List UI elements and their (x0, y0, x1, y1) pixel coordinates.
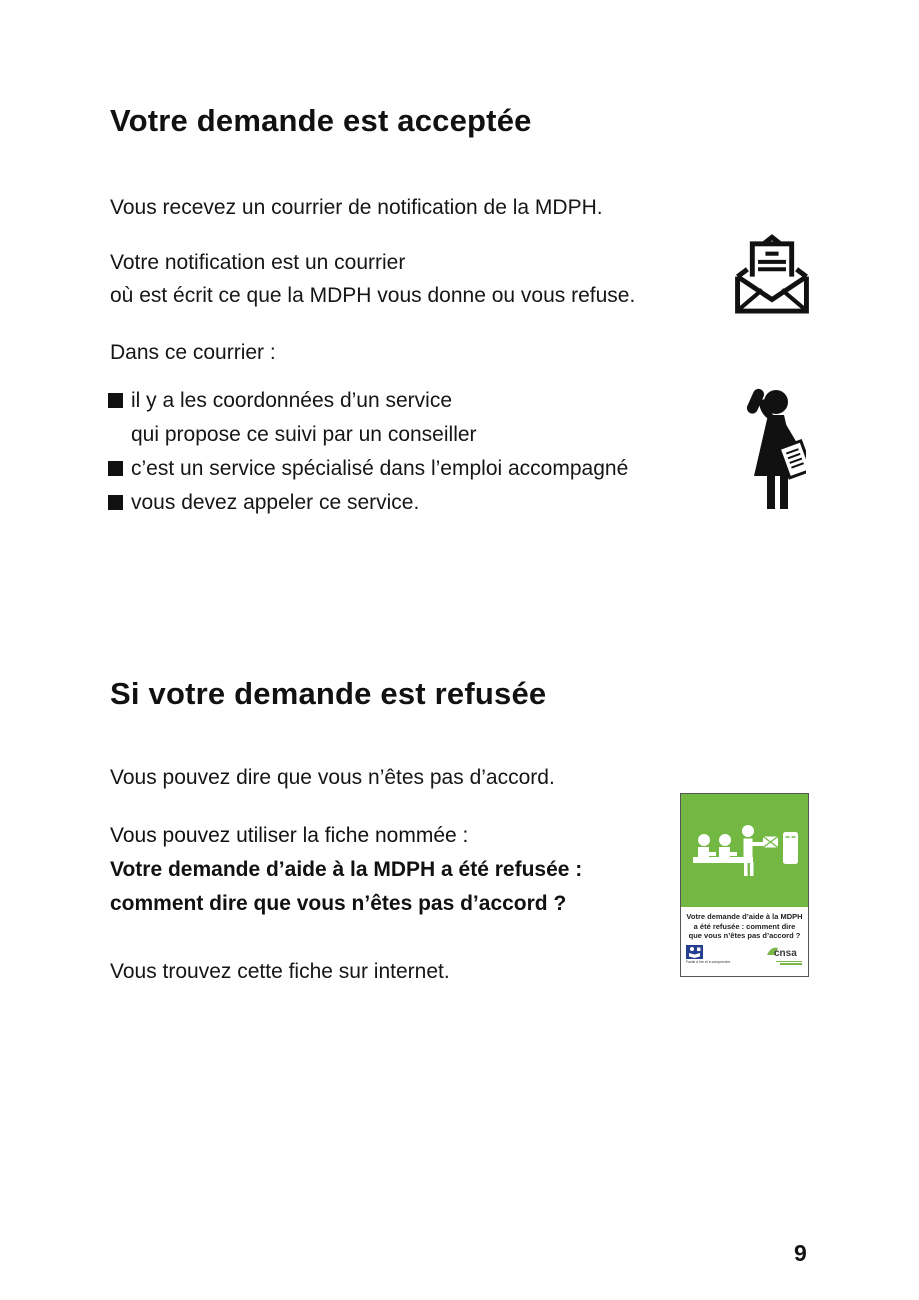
cnsa-tagline-bar (780, 963, 802, 965)
bullet-list: il y a les coordonnées d’un service qui … (108, 389, 628, 525)
list-item: il y a les coordonnées d’un service (108, 389, 628, 423)
fiche-name-line1: Votre demande d’aide à la MDPH a été ref… (110, 858, 583, 881)
fiche-cover-thumbnail: Votre demande d’aide à la MDPH a été ref… (680, 793, 809, 977)
paragraph-courrier-line2: où est écrit ce que la MDPH vous donne o… (110, 284, 636, 307)
cnsa-tagline-bar (776, 960, 802, 962)
paragraph-notification: Vous recevez un courrier de notification… (110, 196, 603, 219)
paragraph-disagree: Vous pouvez dire que vous n’êtes pas d’a… (110, 766, 555, 789)
fiche-cover-pictogram-icon (692, 824, 798, 876)
bullet1-line1: il y a les coordonnées d’un service (131, 389, 453, 412)
fiche-cover-title-line3: que vous n’êtes pas d’accord ? (688, 931, 801, 940)
cnsa-logo-block: cnsa (766, 945, 802, 965)
paragraph-courrier: Votre notification est un courrier où es… (110, 246, 635, 312)
fiche-cover-title-line1: Votre demande d’aide à la MDPH (686, 912, 803, 921)
woman-phone-document-icon (746, 388, 806, 509)
list-item: c’est un service spécialisé dans l’emplo… (108, 457, 628, 491)
falc-caption: Facile à lire et à comprendre (686, 960, 731, 964)
paragraph-dans-courrier: Dans ce courrier : (110, 341, 276, 364)
fiche-cover-title-line2: a été refusée : comment dire (693, 921, 796, 931)
cnsa-logo-icon: cnsa (767, 947, 797, 959)
paragraph-fiche: Vous pouvez utiliser la fiche nommée : V… (110, 824, 582, 926)
page-number: 9 (794, 1240, 807, 1266)
square-bullet-icon (108, 461, 123, 476)
heading-demande-acceptee: Votre demande est acceptée (110, 103, 532, 138)
envelope-letter-icon (735, 234, 809, 314)
paragraph-courrier-line1: Votre notification est un courrier (110, 251, 406, 274)
bullet3: vous devez appeler ce service. (131, 491, 420, 514)
fiche-cover-logos: Facile à lire et à comprendre cnsa (681, 941, 808, 965)
fiche-cover-title: Votre demande d’aide à la MDPH a été ref… (681, 912, 808, 941)
paragraph-internet: Vous trouvez cette fiche sur internet. (110, 960, 450, 983)
falc-logo-block: Facile à lire et à comprendre (686, 944, 731, 964)
bullet1-line2: qui propose ce suivi par un conseiller (131, 423, 477, 446)
fiche-cover-green-area (681, 794, 808, 907)
falc-easy-read-logo-icon (686, 944, 703, 959)
cnsa-label: cnsa (774, 948, 797, 959)
fiche-intro: Vous pouvez utiliser la fiche nommée : (110, 824, 469, 847)
bullet2: c’est un service spécialisé dans l’emplo… (131, 457, 629, 480)
list-item-continuation: qui propose ce suivi par un conseiller (108, 423, 628, 457)
square-bullet-icon (108, 393, 123, 408)
fiche-name-line2: comment dire que vous n’êtes pas d’accor… (110, 892, 567, 915)
square-bullet-icon (108, 495, 123, 510)
list-item: vous devez appeler ce service. (108, 491, 628, 525)
heading-demande-refusee: Si votre demande est refusée (110, 676, 547, 711)
